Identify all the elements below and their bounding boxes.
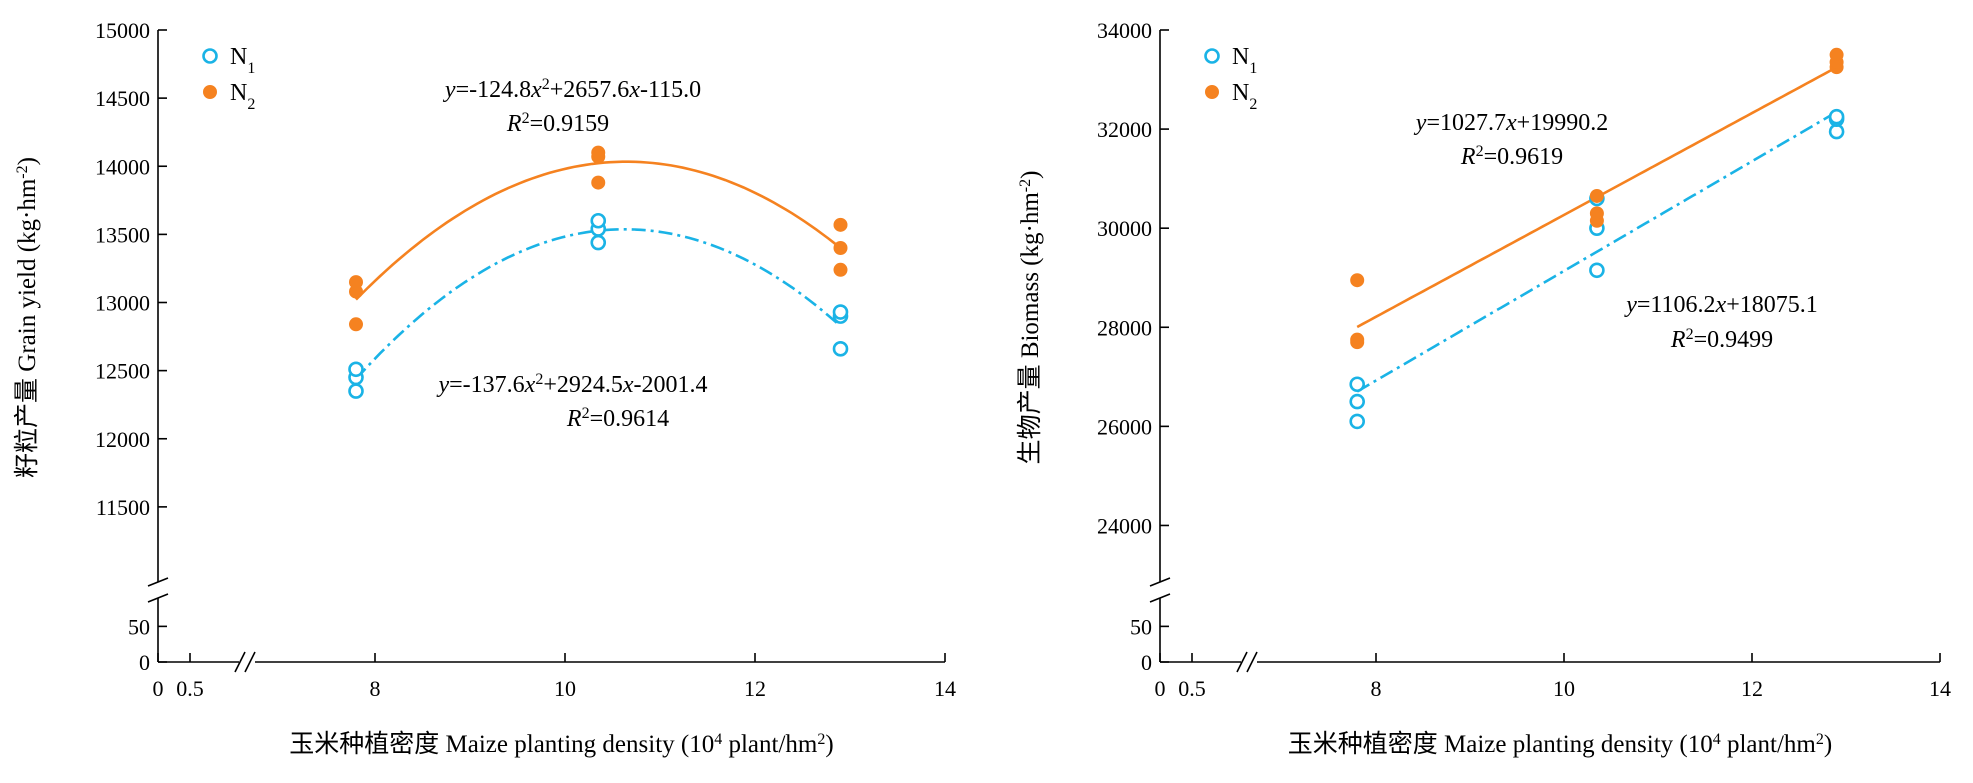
- point-n2: [591, 175, 606, 190]
- point-n2: [833, 262, 848, 277]
- x-axis-break: [1236, 651, 1258, 673]
- point-n1: [1349, 393, 1365, 410]
- r-squared-n2: R2=0.9159: [506, 110, 609, 138]
- point-n1: [1589, 262, 1605, 279]
- y-tick-label: 0: [1141, 650, 1152, 675]
- y-tick-label: 13000: [95, 291, 150, 316]
- y-tick-label: 0: [139, 650, 150, 675]
- x-tick-label: 10: [554, 676, 576, 701]
- x-tick-label: 12: [1741, 676, 1763, 701]
- point-n2: [1350, 332, 1365, 347]
- y-tick-label: 50: [128, 614, 150, 639]
- y-tick-label: 11500: [96, 495, 150, 520]
- equation-n2: y=-124.8x2+2657.6x-115.0: [443, 76, 701, 104]
- point-n1: [1828, 123, 1845, 140]
- legend-label-n1: N1: [1232, 44, 1257, 77]
- point-n2: [833, 241, 848, 255]
- chart-panel-2: 24000 26000 28000 30000 32000 34000 0 50 0 0.5 8 10…: [1016, 18, 1951, 758]
- y-tick-label: 12000: [95, 427, 150, 452]
- x-tick-label: 8: [370, 676, 381, 701]
- y-tick-label: 50: [1130, 614, 1152, 639]
- legend-marker-n1: [202, 48, 218, 64]
- x-tick-label: 14: [1929, 676, 1951, 701]
- x-tick-label: 12: [744, 676, 766, 701]
- y-tick-label: 14000: [95, 154, 150, 179]
- r-squared-n2: R2=0.9619: [1460, 143, 1563, 171]
- x-axis-title: 玉米种植密度 Maize planting density (104 plant…: [289, 730, 833, 758]
- legend-marker-n1: [1204, 48, 1220, 64]
- y-tick-label: 24000: [1097, 513, 1152, 538]
- point-n1: [348, 383, 364, 399]
- y-tick-label: 26000: [1097, 414, 1152, 439]
- legend-label-n2: N2: [1232, 80, 1257, 113]
- x-axis-break: [234, 651, 256, 673]
- point-n1: [832, 341, 849, 357]
- legend-label-n1: N1: [230, 44, 255, 77]
- x-tick-label: 8: [1371, 676, 1382, 701]
- point-n2: [1829, 47, 1844, 62]
- y-tick-label: 30000: [1097, 216, 1152, 241]
- y-tick-label: 34000: [1097, 18, 1152, 43]
- point-n1: [1828, 108, 1845, 125]
- chart-panel-1: 1150012000125001300013500140001450015000…: [13, 18, 956, 758]
- y-tick-label: 28000: [1097, 315, 1152, 340]
- x-tick-label: 0: [153, 676, 164, 701]
- point-n2: [833, 217, 848, 232]
- y-axis-break: [147, 577, 169, 603]
- legend-marker-n2: [203, 85, 217, 99]
- y-axis-title: 籽粒产量 Grain yield (kg·hm-2): [13, 157, 41, 478]
- x-tick-label: 14: [934, 676, 956, 701]
- legend-marker-n2: [1205, 85, 1219, 99]
- equation-n1: y=1106.2x+18075.1: [1624, 292, 1818, 318]
- point-n2: [1589, 206, 1604, 221]
- point-n2: [591, 145, 606, 160]
- fit-line-n1: [355, 228, 842, 380]
- x-axis-title: 玉米种植密度 Maize planting density (104 plant…: [1288, 730, 1832, 758]
- r-squared-n1: R2=0.9499: [1670, 326, 1773, 354]
- equation-n2: y=1027.7x+19990.2: [1414, 110, 1608, 136]
- point-n1: [590, 234, 607, 251]
- legend-label-n2: N2: [230, 80, 255, 113]
- equation-n1: y=-137.6x2+2924.5x-2001.4: [436, 371, 707, 399]
- x-tick-label: 10: [1553, 676, 1575, 701]
- point-n2: [1350, 273, 1365, 288]
- fit-line-n1: [1356, 110, 1838, 393]
- point-n1: [590, 212, 607, 229]
- point-n2: [349, 275, 363, 290]
- point-n1: [1349, 376, 1365, 393]
- y-axis-break: [1149, 577, 1171, 603]
- r-squared-n1: R2=0.9614: [566, 405, 669, 433]
- point-n1: [348, 361, 364, 378]
- point-n2: [1589, 188, 1604, 203]
- point-n1: [1349, 413, 1365, 430]
- y-tick-label: 13500: [95, 222, 150, 247]
- y-tick-label: 14500: [95, 86, 150, 111]
- y-tick-label: 12500: [95, 359, 150, 384]
- y-axis-title: 生物产量 Biomass (kg·hm-2): [1016, 171, 1044, 465]
- y-tick-label: 32000: [1097, 117, 1152, 142]
- x-tick-label: 0.5: [1178, 676, 1206, 701]
- point-n1: [832, 304, 849, 320]
- x-tick-label: 0: [1155, 676, 1166, 701]
- point-n2: [349, 317, 363, 332]
- x-tick-label: 0.5: [176, 676, 204, 701]
- y-tick-label: 15000: [95, 18, 150, 43]
